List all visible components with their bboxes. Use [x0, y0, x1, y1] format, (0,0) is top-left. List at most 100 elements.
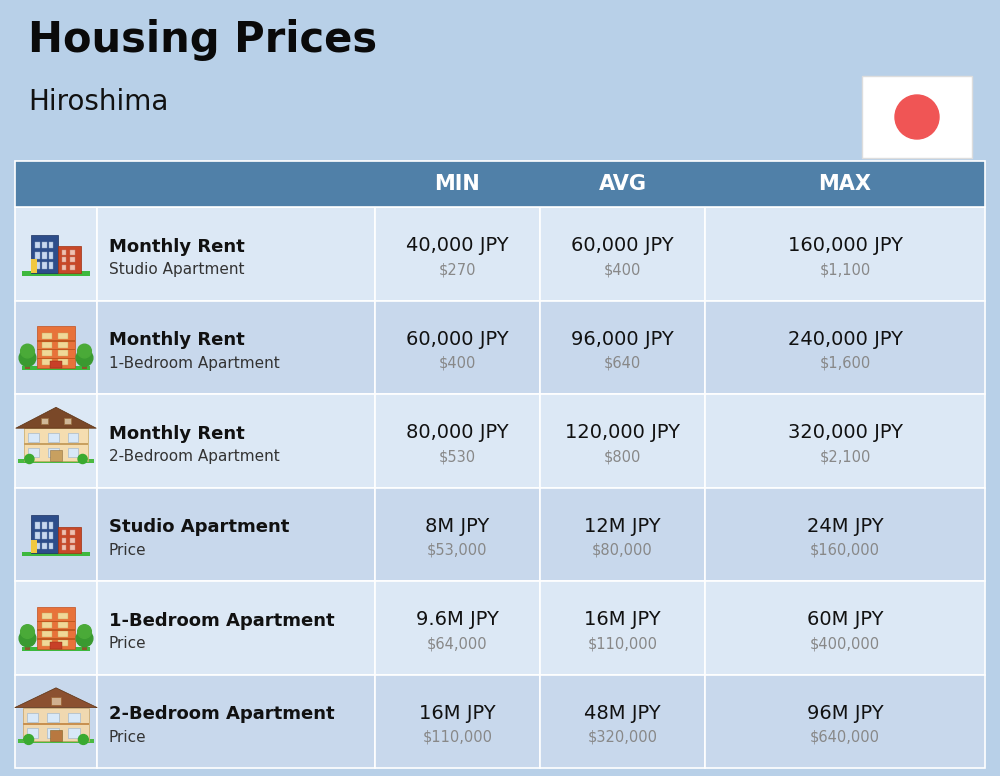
FancyBboxPatch shape	[37, 340, 75, 341]
Circle shape	[24, 735, 34, 744]
FancyBboxPatch shape	[22, 646, 90, 650]
FancyBboxPatch shape	[15, 300, 97, 394]
FancyBboxPatch shape	[58, 359, 68, 365]
FancyBboxPatch shape	[375, 581, 540, 674]
FancyBboxPatch shape	[42, 631, 52, 637]
FancyBboxPatch shape	[64, 417, 71, 424]
FancyBboxPatch shape	[15, 487, 97, 581]
FancyBboxPatch shape	[42, 522, 46, 529]
FancyBboxPatch shape	[31, 515, 58, 553]
FancyBboxPatch shape	[37, 638, 75, 639]
FancyBboxPatch shape	[68, 433, 78, 442]
FancyBboxPatch shape	[42, 622, 52, 628]
Text: 40,000 JPY: 40,000 JPY	[406, 236, 509, 255]
FancyBboxPatch shape	[540, 581, 705, 674]
FancyBboxPatch shape	[35, 542, 40, 549]
Circle shape	[78, 455, 87, 463]
FancyBboxPatch shape	[37, 327, 75, 368]
Text: $160,000: $160,000	[810, 542, 880, 558]
FancyBboxPatch shape	[540, 394, 705, 487]
FancyBboxPatch shape	[42, 350, 52, 356]
Text: $64,000: $64,000	[427, 636, 488, 651]
Text: $270: $270	[439, 262, 476, 277]
FancyBboxPatch shape	[27, 712, 38, 722]
Text: 2-Bedroom Apartment: 2-Bedroom Apartment	[109, 449, 280, 464]
FancyBboxPatch shape	[42, 639, 52, 646]
FancyBboxPatch shape	[68, 712, 80, 722]
FancyBboxPatch shape	[49, 252, 53, 258]
FancyBboxPatch shape	[97, 674, 375, 768]
Text: 9.6M JPY: 9.6M JPY	[416, 610, 499, 629]
Text: 1-Bedroom Apartment: 1-Bedroom Apartment	[109, 355, 280, 371]
FancyBboxPatch shape	[58, 613, 68, 619]
FancyBboxPatch shape	[58, 639, 68, 646]
FancyBboxPatch shape	[70, 538, 75, 542]
Text: $53,000: $53,000	[427, 542, 488, 558]
FancyBboxPatch shape	[82, 640, 87, 650]
Circle shape	[19, 349, 36, 366]
FancyBboxPatch shape	[31, 235, 58, 272]
FancyBboxPatch shape	[37, 358, 75, 359]
FancyBboxPatch shape	[42, 359, 52, 365]
Circle shape	[21, 345, 34, 358]
Circle shape	[25, 455, 34, 463]
FancyBboxPatch shape	[35, 241, 40, 248]
FancyBboxPatch shape	[540, 674, 705, 768]
FancyBboxPatch shape	[58, 527, 81, 553]
FancyBboxPatch shape	[58, 341, 68, 348]
FancyBboxPatch shape	[22, 272, 90, 275]
FancyBboxPatch shape	[49, 542, 53, 549]
Text: $2,100: $2,100	[819, 449, 871, 464]
FancyBboxPatch shape	[70, 530, 75, 535]
FancyBboxPatch shape	[705, 581, 985, 674]
FancyBboxPatch shape	[42, 613, 52, 619]
FancyBboxPatch shape	[62, 265, 66, 270]
FancyBboxPatch shape	[705, 300, 985, 394]
FancyBboxPatch shape	[35, 262, 40, 269]
FancyBboxPatch shape	[705, 674, 985, 768]
Text: $400: $400	[439, 355, 476, 371]
Text: Studio Apartment: Studio Apartment	[109, 518, 289, 536]
FancyBboxPatch shape	[375, 674, 540, 768]
FancyBboxPatch shape	[97, 581, 375, 674]
FancyBboxPatch shape	[37, 629, 75, 631]
Text: 160,000 JPY: 160,000 JPY	[788, 236, 902, 255]
Text: Price: Price	[109, 636, 147, 651]
FancyBboxPatch shape	[22, 552, 90, 556]
Text: 16M JPY: 16M JPY	[419, 704, 496, 722]
Text: 16M JPY: 16M JPY	[584, 610, 661, 629]
FancyBboxPatch shape	[49, 532, 53, 539]
Text: MAX: MAX	[818, 174, 872, 194]
FancyBboxPatch shape	[375, 207, 540, 300]
FancyBboxPatch shape	[58, 246, 81, 272]
FancyBboxPatch shape	[35, 522, 40, 529]
Text: $320,000: $320,000	[588, 729, 658, 745]
FancyBboxPatch shape	[35, 532, 40, 539]
FancyBboxPatch shape	[24, 428, 88, 460]
FancyBboxPatch shape	[50, 729, 62, 741]
Text: 12M JPY: 12M JPY	[584, 517, 661, 535]
FancyBboxPatch shape	[37, 348, 75, 350]
Text: $110,000: $110,000	[588, 636, 658, 651]
FancyBboxPatch shape	[97, 207, 375, 300]
FancyBboxPatch shape	[18, 740, 94, 743]
Text: 24M JPY: 24M JPY	[807, 517, 883, 535]
FancyBboxPatch shape	[50, 642, 62, 649]
FancyBboxPatch shape	[42, 341, 52, 348]
Text: AVG: AVG	[598, 174, 646, 194]
Text: 60,000 JPY: 60,000 JPY	[406, 330, 509, 348]
FancyBboxPatch shape	[35, 252, 40, 258]
Text: 2-Bedroom Apartment: 2-Bedroom Apartment	[109, 705, 335, 723]
Circle shape	[78, 345, 91, 358]
FancyBboxPatch shape	[42, 252, 46, 258]
Text: MIN: MIN	[435, 174, 480, 194]
FancyBboxPatch shape	[37, 621, 75, 622]
FancyBboxPatch shape	[62, 546, 66, 550]
Text: $400: $400	[604, 262, 641, 277]
Text: $800: $800	[604, 449, 641, 464]
Circle shape	[21, 625, 34, 639]
FancyBboxPatch shape	[49, 241, 53, 248]
FancyBboxPatch shape	[42, 241, 46, 248]
Text: 96M JPY: 96M JPY	[807, 704, 883, 722]
FancyBboxPatch shape	[25, 360, 30, 369]
